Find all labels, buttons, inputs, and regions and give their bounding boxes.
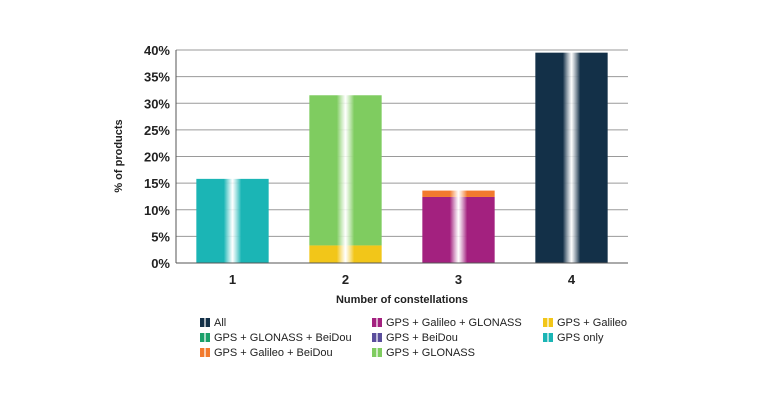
- legend-label: All: [214, 317, 226, 329]
- x-tick-label: 1: [229, 272, 236, 287]
- legend-item: GPS + BeiDou: [372, 332, 458, 344]
- y-axis-title: % of products: [113, 119, 125, 192]
- bar-2-gps-galileo: [309, 245, 382, 263]
- legend-swatch: [543, 318, 553, 327]
- legend-label: GPS + GLONASS: [386, 347, 475, 359]
- y-tick-label: 20%: [144, 150, 170, 165]
- y-tick-label: 35%: [144, 70, 170, 85]
- y-tick-label: 0%: [151, 256, 170, 271]
- legend-swatch: [543, 333, 553, 342]
- legend-swatch: [200, 333, 210, 342]
- legend-label: GPS only: [557, 332, 604, 344]
- x-axis-title: Number of constellations: [336, 294, 468, 306]
- legend-item: GPS + Galileo + BeiDou: [200, 347, 333, 359]
- bars: [196, 52, 608, 263]
- bar-1-gps-only: [196, 178, 269, 263]
- legend-label: GPS + BeiDou: [386, 332, 458, 344]
- y-tick-label: 5%: [151, 229, 170, 244]
- legend-label: GPS + Galileo: [557, 317, 627, 329]
- legend-swatch: [372, 348, 382, 357]
- bar-4-all: [535, 52, 608, 263]
- y-tick-label: 25%: [144, 123, 170, 138]
- x-tick-label: 2: [342, 272, 349, 287]
- y-tick-label: 40%: [144, 43, 170, 58]
- legend-label: GPS + GLONASS + BeiDou: [214, 332, 352, 344]
- y-tick-label: 10%: [144, 203, 170, 218]
- legend-item: GPS + Galileo + GLONASS: [372, 317, 522, 329]
- legend-item: GPS only: [543, 332, 604, 344]
- legend-swatch: [372, 318, 382, 327]
- legend-item: GPS + GLONASS + BeiDou: [200, 332, 352, 344]
- legend-label: GPS + Galileo + BeiDou: [214, 347, 333, 359]
- legend-item: All: [200, 317, 226, 329]
- legend-item: GPS + GLONASS: [372, 347, 475, 359]
- legend-swatch: [200, 348, 210, 357]
- x-tick-label: 4: [568, 272, 576, 287]
- legend: All GPS + Galileo + GLONASS GPS + Galileo G…: [200, 317, 627, 359]
- bar-3-gps-galileo-glonass: [422, 196, 495, 263]
- axes: 0% 5% 10% 15% 20% 25% 30% 35% 40% 1 2 3 4: [144, 43, 628, 287]
- x-tick-label: 3: [455, 272, 462, 287]
- bar-2-gps-glonass: [309, 95, 382, 246]
- bar-3-gps-galileo-beidou: [422, 190, 495, 197]
- y-tick-label: 15%: [144, 176, 170, 191]
- legend-label: GPS + Galileo + GLONASS: [386, 317, 522, 329]
- legend-swatch: [372, 333, 382, 342]
- legend-item: GPS + Galileo: [543, 317, 627, 329]
- y-tick-label: 30%: [144, 96, 170, 111]
- legend-swatch: [200, 318, 210, 327]
